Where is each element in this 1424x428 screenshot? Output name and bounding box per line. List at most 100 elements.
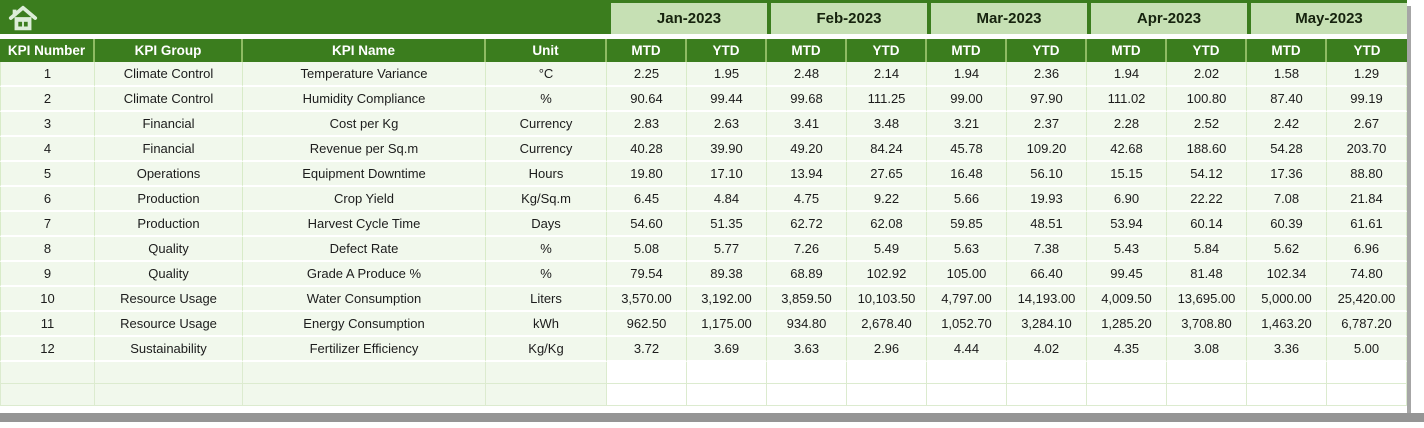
value-cell[interactable]: 5.43 [1087,237,1167,262]
value-cell[interactable]: 188.60 [1167,137,1247,162]
value-cell[interactable]: 3.08 [1167,337,1247,362]
value-cell[interactable]: 3.48 [847,112,927,137]
mtd-header-cell[interactable]: MTD [607,39,687,62]
empty-cell[interactable] [486,384,607,406]
value-cell[interactable]: 7.38 [1007,237,1087,262]
value-cell[interactable]: 99.00 [927,87,1007,112]
value-cell[interactable]: 2.67 [1327,112,1407,137]
kpi-group-cell[interactable]: Resource Usage [95,312,243,337]
unit-cell[interactable]: Currency [486,137,607,162]
kpi-group-cell[interactable]: Financial [95,137,243,162]
value-cell[interactable]: 16.48 [927,162,1007,187]
value-cell[interactable]: 3.69 [687,337,767,362]
value-cell[interactable]: 21.84 [1327,187,1407,212]
column-header-kpi-name[interactable]: KPI Name [243,39,486,62]
kpi-group-cell[interactable]: Operations [95,162,243,187]
value-cell[interactable]: 2.28 [1087,112,1167,137]
value-cell[interactable]: 5.49 [847,237,927,262]
value-cell[interactable]: 5.66 [927,187,1007,212]
value-cell[interactable]: 4.02 [1007,337,1087,362]
empty-cell[interactable] [1247,362,1327,384]
empty-cell[interactable] [1167,362,1247,384]
value-cell[interactable]: 111.02 [1087,87,1167,112]
mtd-header-cell[interactable]: MTD [1087,39,1167,62]
kpi-number-cell[interactable]: 2 [0,87,95,112]
empty-cell[interactable] [1087,362,1167,384]
unit-cell[interactable]: Days [486,212,607,237]
value-cell[interactable]: 9.22 [847,187,927,212]
ytd-header-cell[interactable]: YTD [1167,39,1247,62]
value-cell[interactable]: 5.84 [1167,237,1247,262]
value-cell[interactable]: 5.08 [607,237,687,262]
column-header-unit[interactable]: Unit [486,39,607,62]
value-cell[interactable]: 5.63 [927,237,1007,262]
empty-cell[interactable] [95,362,243,384]
horizontal-scrollbar[interactable] [0,413,1424,422]
value-cell[interactable]: 2,678.40 [847,312,927,337]
kpi-number-cell[interactable]: 12 [0,337,95,362]
value-cell[interactable]: 13.94 [767,162,847,187]
unit-cell[interactable]: kWh [486,312,607,337]
unit-cell[interactable]: °C [486,62,607,87]
value-cell[interactable]: 62.08 [847,212,927,237]
value-cell[interactable]: 7.08 [1247,187,1327,212]
value-cell[interactable]: 39.90 [687,137,767,162]
value-cell[interactable]: 2.36 [1007,62,1087,87]
value-cell[interactable]: 2.83 [607,112,687,137]
value-cell[interactable]: 3,859.50 [767,287,847,312]
value-cell[interactable]: 2.63 [687,112,767,137]
empty-cell[interactable] [847,384,927,406]
empty-cell[interactable] [243,384,486,406]
value-cell[interactable]: 3,708.80 [1167,312,1247,337]
value-cell[interactable]: 19.80 [607,162,687,187]
value-cell[interactable]: 49.20 [767,137,847,162]
month-header-cell[interactable]: May-2023 [1251,3,1407,34]
empty-cell[interactable] [607,362,687,384]
kpi-number-cell[interactable]: 11 [0,312,95,337]
value-cell[interactable]: 6,787.20 [1327,312,1407,337]
value-cell[interactable]: 2.14 [847,62,927,87]
value-cell[interactable]: 54.28 [1247,137,1327,162]
kpi-group-cell[interactable]: Quality [95,262,243,287]
value-cell[interactable]: 1,285.20 [1087,312,1167,337]
value-cell[interactable]: 4.84 [687,187,767,212]
value-cell[interactable]: 3,284.10 [1007,312,1087,337]
value-cell[interactable]: 7.26 [767,237,847,262]
value-cell[interactable]: 6.96 [1327,237,1407,262]
kpi-group-cell[interactable]: Production [95,187,243,212]
value-cell[interactable]: 102.92 [847,262,927,287]
value-cell[interactable]: 51.35 [687,212,767,237]
value-cell[interactable]: 89.38 [687,262,767,287]
unit-cell[interactable]: Liters [486,287,607,312]
ytd-header-cell[interactable]: YTD [1007,39,1087,62]
value-cell[interactable]: 99.19 [1327,87,1407,112]
unit-cell[interactable]: Hours [486,162,607,187]
value-cell[interactable]: 5.77 [687,237,767,262]
value-cell[interactable]: 5.00 [1327,337,1407,362]
value-cell[interactable]: 14,193.00 [1007,287,1087,312]
value-cell[interactable]: 4,009.50 [1087,287,1167,312]
unit-cell[interactable]: % [486,237,607,262]
value-cell[interactable]: 53.94 [1087,212,1167,237]
value-cell[interactable]: 962.50 [607,312,687,337]
value-cell[interactable]: 2.52 [1167,112,1247,137]
value-cell[interactable]: 4.35 [1087,337,1167,362]
kpi-number-cell[interactable]: 1 [0,62,95,87]
kpi-name-cell[interactable]: Water Consumption [243,287,486,312]
value-cell[interactable]: 54.12 [1167,162,1247,187]
value-cell[interactable]: 10,103.50 [847,287,927,312]
unit-cell[interactable]: Kg/Sq.m [486,187,607,212]
kpi-name-cell[interactable]: Harvest Cycle Time [243,212,486,237]
value-cell[interactable]: 61.61 [1327,212,1407,237]
kpi-name-cell[interactable]: Cost per Kg [243,112,486,137]
value-cell[interactable]: 17.36 [1247,162,1327,187]
empty-cell[interactable] [927,362,1007,384]
empty-cell[interactable] [243,362,486,384]
mtd-header-cell[interactable]: MTD [927,39,1007,62]
kpi-group-cell[interactable]: Quality [95,237,243,262]
value-cell[interactable]: 4,797.00 [927,287,1007,312]
kpi-group-cell[interactable]: Climate Control [95,87,243,112]
value-cell[interactable]: 109.20 [1007,137,1087,162]
empty-cell[interactable] [607,384,687,406]
unit-cell[interactable]: % [486,262,607,287]
